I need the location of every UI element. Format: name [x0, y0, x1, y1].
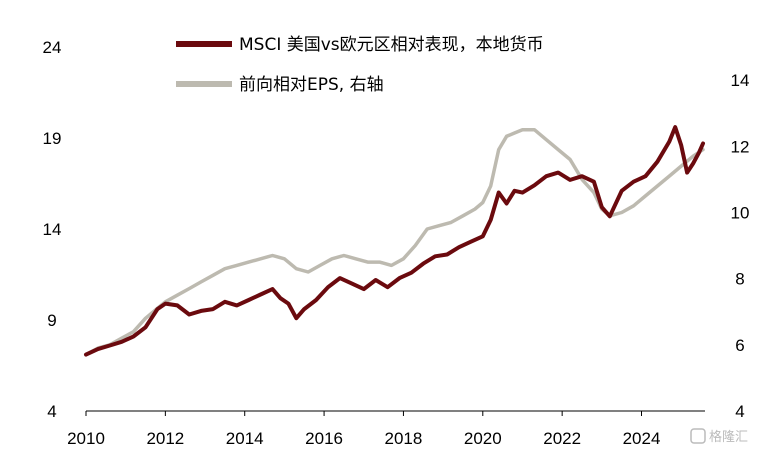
x-tick-label: 2010 [67, 429, 105, 448]
series-line-relative-performance [84, 125, 705, 357]
right-y-tick-label: 10 [731, 203, 750, 222]
watermark-logo-icon [690, 428, 706, 444]
series-line-forward-eps [84, 127, 705, 357]
right-y-tick-label: 6 [735, 336, 744, 355]
legend: MSCI 美国vs欧元区相对表现，本地货币 前向相对EPS, 右轴 [176, 35, 544, 95]
watermark: 格隆汇 [690, 428, 748, 445]
x-tick-label: 2012 [146, 429, 184, 448]
right-y-tick-label: 12 [731, 137, 750, 156]
right-axis-ticks: 4 6 8 10 12 14 [731, 71, 750, 421]
x-tick-label: 2016 [305, 429, 343, 448]
watermark-text: 格隆汇 [709, 429, 748, 445]
left-y-tick-label: 19 [43, 129, 62, 148]
left-y-tick-label: 14 [43, 220, 62, 239]
x-tick-label: 2022 [543, 429, 581, 448]
right-y-tick-label: 4 [735, 402, 744, 421]
right-y-tick-label: 14 [731, 71, 750, 90]
left-y-tick-label: 24 [43, 38, 62, 57]
x-tick-label: 2024 [623, 429, 661, 448]
left-y-tick-label: 4 [47, 402, 56, 421]
x-tick-label: 2018 [385, 429, 423, 448]
left-axis-ticks: 4 9 14 19 24 [43, 38, 62, 421]
x-axis-ticks: 2010 2012 2014 2016 2018 2020 2022 2024 [67, 411, 660, 448]
series-lines [84, 125, 705, 357]
left-y-tick-label: 9 [47, 311, 56, 330]
legend-label-forward-eps: 前向相对EPS, 右轴 [239, 75, 384, 95]
right-y-tick-label: 8 [735, 270, 744, 289]
legend-label-relative-performance: MSCI 美国vs欧元区相对表现，本地货币 [239, 35, 544, 55]
x-tick-label: 2020 [464, 429, 502, 448]
x-tick-label: 2014 [226, 429, 264, 448]
